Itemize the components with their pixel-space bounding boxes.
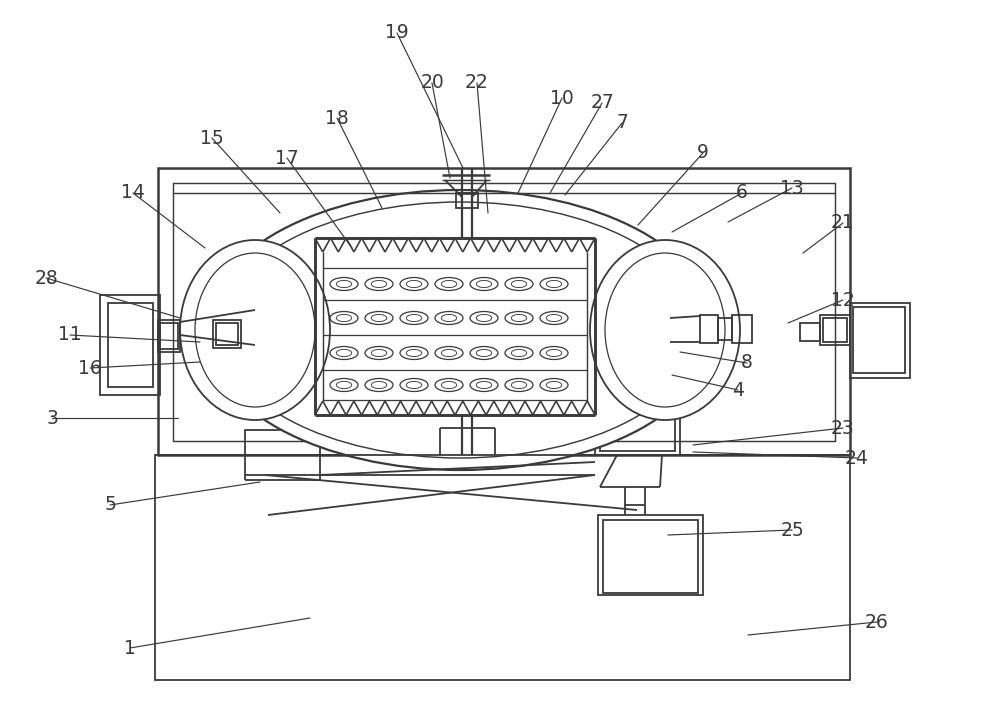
Bar [456,193,478,208]
Bar [160,323,178,349]
Text: 17: 17 [275,149,299,167]
Text: 28: 28 [34,268,58,288]
Bar [173,183,835,441]
Text: 18: 18 [325,108,349,127]
Text: 25: 25 [780,520,804,540]
Ellipse shape [590,240,740,420]
Text: 5: 5 [104,496,116,515]
Text: 13: 13 [780,179,804,197]
Text: 12: 12 [831,290,855,310]
Bar [158,168,850,455]
Text: 10: 10 [550,88,574,108]
Text: 27: 27 [590,93,614,112]
Bar [823,318,847,342]
Text: 19: 19 [385,23,409,43]
Ellipse shape [205,190,715,470]
Bar [820,315,850,345]
Text: 23: 23 [831,419,855,437]
Bar [603,520,698,593]
Text: 22: 22 [465,73,489,93]
Text: 14: 14 [121,184,145,202]
Text: 9: 9 [697,144,709,162]
Bar [600,393,675,451]
Bar [155,455,850,680]
Ellipse shape [180,240,330,420]
Bar [598,515,703,595]
Text: 6: 6 [736,184,748,202]
Bar [850,303,910,378]
Bar [732,315,752,343]
Bar [800,323,820,341]
Text: 15: 15 [200,128,224,147]
Text: 16: 16 [78,359,102,377]
Text: 26: 26 [865,612,889,632]
Text: 3: 3 [46,409,58,427]
Text: 7: 7 [616,113,628,132]
Bar [100,295,160,395]
Bar [718,318,732,340]
Bar [158,320,180,352]
Text: 11: 11 [58,325,82,345]
Text: 8: 8 [741,353,753,372]
Text: 21: 21 [831,214,855,233]
Bar [700,315,718,343]
Text: 20: 20 [420,73,444,93]
Bar [213,320,241,348]
Text: 1: 1 [124,639,136,657]
Bar [108,303,153,387]
Text: 24: 24 [845,449,869,468]
Text: 4: 4 [732,380,744,399]
Bar [216,323,238,345]
Bar [245,430,320,455]
Bar [595,390,680,455]
Bar [853,307,905,373]
